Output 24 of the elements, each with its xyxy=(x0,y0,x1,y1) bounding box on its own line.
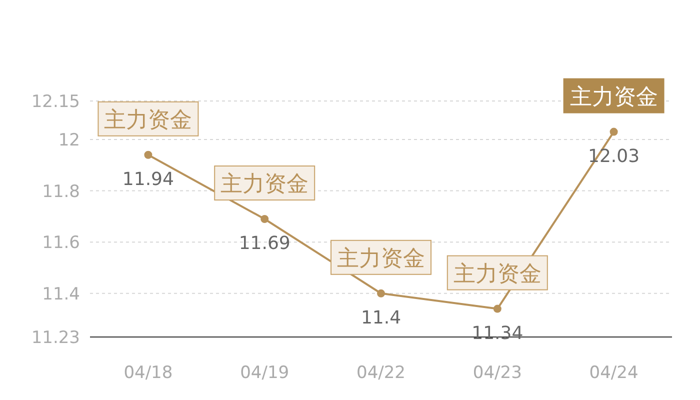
y-tick-label: 11.23 xyxy=(31,328,80,348)
x-tick-label: 04/24 xyxy=(589,363,638,383)
y-tick-label: 12 xyxy=(58,130,80,150)
y-tick-label: 11.4 xyxy=(42,284,80,304)
x-tick-label: 04/23 xyxy=(472,363,522,383)
annotation: 主力资金 xyxy=(337,246,425,272)
y-tick-label: 12.15 xyxy=(31,92,80,112)
x-tick-label: 04/22 xyxy=(356,363,406,383)
point xyxy=(610,128,618,136)
point xyxy=(377,289,385,298)
x-tick-label: 04/19 xyxy=(240,363,290,383)
annotation: 主力资金 xyxy=(453,262,542,287)
x-tick-label: 04/18 xyxy=(124,363,173,383)
y-tick-label: 11.6 xyxy=(42,233,80,254)
data-label: 11.69 xyxy=(238,233,290,254)
annotation: 主力资金 xyxy=(220,172,309,197)
point xyxy=(260,215,269,223)
annotation: 主力资金 xyxy=(104,108,192,133)
point xyxy=(493,304,502,313)
point xyxy=(144,150,152,159)
annotation: 主力资金 xyxy=(570,84,658,110)
y-tick-label: 11.8 xyxy=(42,182,80,202)
data-label: 11.4 xyxy=(360,307,402,328)
data-label: 11.94 xyxy=(122,168,174,190)
